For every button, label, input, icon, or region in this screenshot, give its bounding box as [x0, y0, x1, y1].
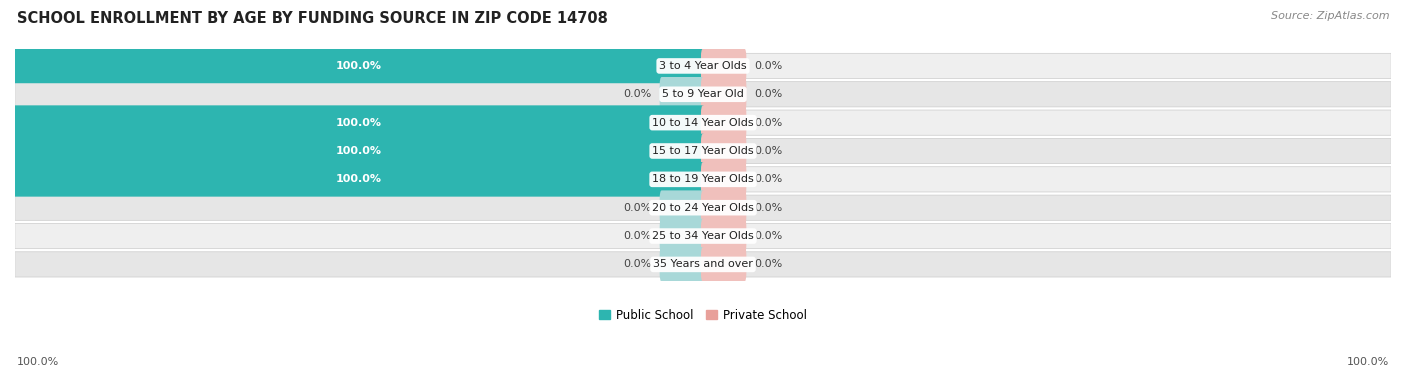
Text: 100.0%: 100.0%: [17, 357, 59, 367]
FancyBboxPatch shape: [15, 53, 1391, 78]
FancyBboxPatch shape: [15, 82, 1391, 107]
Text: 18 to 19 Year Olds: 18 to 19 Year Olds: [652, 174, 754, 184]
Text: SCHOOL ENROLLMENT BY AGE BY FUNDING SOURCE IN ZIP CODE 14708: SCHOOL ENROLLMENT BY AGE BY FUNDING SOUR…: [17, 11, 607, 26]
Text: 0.0%: 0.0%: [755, 231, 783, 241]
FancyBboxPatch shape: [13, 105, 704, 140]
Text: 0.0%: 0.0%: [623, 89, 651, 99]
Text: 5 to 9 Year Old: 5 to 9 Year Old: [662, 89, 744, 99]
FancyBboxPatch shape: [13, 162, 704, 197]
Text: 35 Years and over: 35 Years and over: [652, 259, 754, 270]
Text: 0.0%: 0.0%: [623, 231, 651, 241]
FancyBboxPatch shape: [13, 134, 704, 168]
Text: 0.0%: 0.0%: [755, 118, 783, 128]
FancyBboxPatch shape: [702, 105, 747, 140]
Text: 0.0%: 0.0%: [755, 174, 783, 184]
Text: 0.0%: 0.0%: [755, 259, 783, 270]
FancyBboxPatch shape: [659, 190, 704, 225]
FancyBboxPatch shape: [659, 77, 704, 112]
Text: 0.0%: 0.0%: [755, 89, 783, 99]
FancyBboxPatch shape: [702, 134, 747, 168]
FancyBboxPatch shape: [702, 190, 747, 225]
FancyBboxPatch shape: [659, 219, 704, 253]
Text: 0.0%: 0.0%: [623, 259, 651, 270]
FancyBboxPatch shape: [15, 195, 1391, 220]
Text: 100.0%: 100.0%: [336, 61, 382, 71]
FancyBboxPatch shape: [13, 49, 704, 83]
Text: 0.0%: 0.0%: [755, 146, 783, 156]
FancyBboxPatch shape: [659, 247, 704, 282]
Text: 10 to 14 Year Olds: 10 to 14 Year Olds: [652, 118, 754, 128]
FancyBboxPatch shape: [15, 252, 1391, 277]
FancyBboxPatch shape: [15, 110, 1391, 135]
Text: 100.0%: 100.0%: [336, 118, 382, 128]
FancyBboxPatch shape: [702, 49, 747, 83]
FancyBboxPatch shape: [702, 247, 747, 282]
Text: 0.0%: 0.0%: [623, 203, 651, 213]
Text: Source: ZipAtlas.com: Source: ZipAtlas.com: [1271, 11, 1389, 21]
Text: 0.0%: 0.0%: [755, 203, 783, 213]
Text: 100.0%: 100.0%: [336, 174, 382, 184]
FancyBboxPatch shape: [702, 219, 747, 253]
Text: 20 to 24 Year Olds: 20 to 24 Year Olds: [652, 203, 754, 213]
Text: 25 to 34 Year Olds: 25 to 34 Year Olds: [652, 231, 754, 241]
FancyBboxPatch shape: [15, 224, 1391, 249]
Text: 100.0%: 100.0%: [1347, 357, 1389, 367]
FancyBboxPatch shape: [702, 77, 747, 112]
Text: 3 to 4 Year Olds: 3 to 4 Year Olds: [659, 61, 747, 71]
Text: 100.0%: 100.0%: [336, 146, 382, 156]
FancyBboxPatch shape: [702, 162, 747, 197]
Legend: Public School, Private School: Public School, Private School: [593, 304, 813, 326]
Text: 0.0%: 0.0%: [755, 61, 783, 71]
FancyBboxPatch shape: [15, 138, 1391, 164]
Text: 15 to 17 Year Olds: 15 to 17 Year Olds: [652, 146, 754, 156]
FancyBboxPatch shape: [15, 167, 1391, 192]
